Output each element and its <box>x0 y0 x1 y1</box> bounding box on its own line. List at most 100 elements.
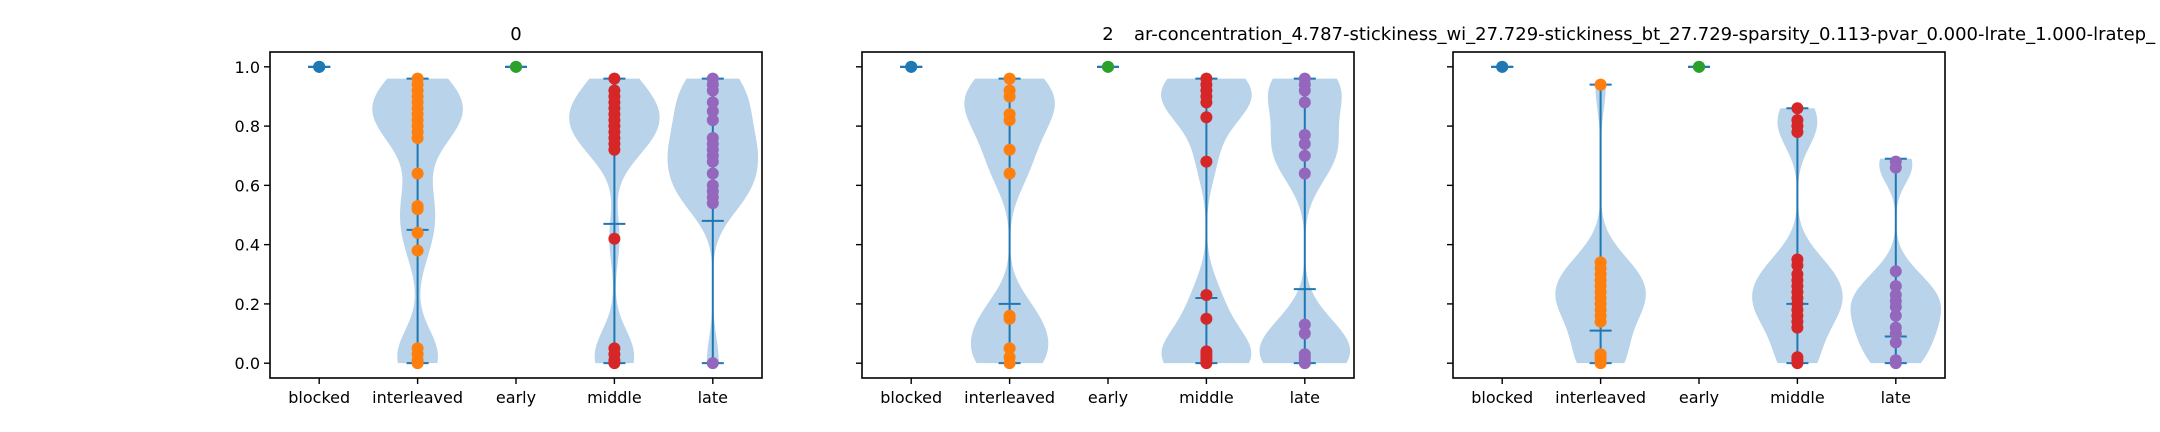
x-tick-label: early <box>496 388 536 407</box>
data-point <box>1298 348 1311 361</box>
data-point <box>1889 289 1902 302</box>
data-point <box>1200 72 1213 85</box>
data-point <box>706 131 719 144</box>
data-point <box>1889 336 1902 349</box>
data-point <box>1200 289 1213 302</box>
data-point <box>1889 280 1902 293</box>
x-tick-label: late <box>1290 388 1320 407</box>
x-tick-label: early <box>1088 388 1128 407</box>
data-point <box>1200 111 1213 124</box>
x-tick-label: middle <box>1179 388 1234 407</box>
x-tick-label: late <box>698 388 728 407</box>
data-point <box>1496 60 1509 73</box>
violin-early <box>1688 60 1710 73</box>
data-point <box>1791 114 1804 127</box>
data-point <box>1889 354 1902 367</box>
data-point <box>1003 309 1016 322</box>
x-tick-label: late <box>1881 388 1911 407</box>
data-point <box>1889 321 1902 334</box>
data-point <box>1298 167 1311 180</box>
data-point <box>1003 351 1016 364</box>
data-point <box>411 226 424 239</box>
data-point <box>1200 312 1213 325</box>
data-point <box>608 72 621 85</box>
data-point <box>1791 253 1804 266</box>
data-point <box>706 96 719 109</box>
x-tick-label: interleaved <box>1555 388 1646 407</box>
data-point <box>1791 268 1804 281</box>
data-point <box>1003 84 1016 97</box>
chart-title: 2 <box>1102 24 1113 45</box>
data-point <box>411 167 424 180</box>
data-point <box>1003 167 1016 180</box>
x-tick-label: middle <box>587 388 642 407</box>
chart-title: ar-concentration_4.787-stickiness_wi_27.… <box>1134 24 2156 45</box>
violin-interleaved <box>964 72 1055 370</box>
violin-middle <box>1161 72 1252 370</box>
data-point <box>1693 60 1705 73</box>
data-point <box>608 232 621 245</box>
violin-interleaved <box>372 72 463 370</box>
data-point <box>1889 265 1902 278</box>
violin-middle <box>1752 102 1843 370</box>
data-point <box>1003 108 1016 121</box>
x-tick-label: interleaved <box>372 388 463 407</box>
violin-late <box>667 72 759 370</box>
violin-interleaved <box>1555 78 1646 370</box>
data-point <box>1102 60 1114 73</box>
data-point <box>411 200 424 213</box>
data-point <box>411 342 424 355</box>
violin-blocked <box>1491 60 1514 73</box>
violin-blocked <box>900 60 923 73</box>
data-point <box>1003 72 1016 85</box>
data-point <box>608 84 621 97</box>
chart-title: 0 <box>510 24 521 45</box>
data-point <box>313 60 326 73</box>
data-point <box>1791 102 1804 115</box>
data-point <box>411 244 424 257</box>
data-point <box>1298 96 1311 109</box>
data-point <box>1298 128 1311 141</box>
panel-2: 2 blocked interleaved early middle late <box>856 24 1355 407</box>
data-point <box>1594 348 1607 361</box>
data-point <box>1298 149 1311 162</box>
data-point <box>1200 155 1213 168</box>
x-tick-label: interleaved <box>964 388 1055 407</box>
data-point <box>1298 318 1311 331</box>
x-tick-label: blocked <box>288 388 350 407</box>
data-point <box>1298 327 1311 340</box>
y-tick-label: 0.0 <box>235 354 260 373</box>
data-point <box>706 179 719 192</box>
x-tick-label: early <box>1679 388 1719 407</box>
data-point <box>1889 309 1902 322</box>
panel-1: 0 0.0 0.2 0.4 0.6 0.8 1.0 blocked interleaved ear… <box>235 24 763 407</box>
x-tick-label: blocked <box>880 388 942 407</box>
data-point <box>1003 143 1016 156</box>
data-point <box>1889 155 1902 168</box>
data-point <box>1298 137 1311 150</box>
data-point <box>1791 351 1804 364</box>
y-tick-label: 0.8 <box>235 117 260 136</box>
x-tick-label: blocked <box>1471 388 1533 407</box>
violin-early <box>505 60 527 73</box>
y-tick-label: 0.6 <box>235 176 260 195</box>
y-tick-label: 0.4 <box>235 236 260 255</box>
data-point <box>706 72 719 85</box>
violin-blocked <box>308 60 331 73</box>
data-point <box>905 60 918 73</box>
panel-3: ar-concentration_4.787-stickiness_wi_27.… <box>1134 24 2156 407</box>
x-tick-label: middle <box>1770 388 1825 407</box>
data-point <box>706 167 719 180</box>
data-point <box>1298 72 1311 85</box>
data-point <box>1594 78 1607 91</box>
data-point <box>1003 342 1016 355</box>
violin-late <box>1850 155 1942 370</box>
data-point <box>1594 256 1607 269</box>
data-point <box>1200 345 1213 358</box>
y-tick-label: 0.2 <box>235 295 260 314</box>
y-tick-label: 1.0 <box>235 58 260 77</box>
violin-late <box>1259 72 1351 370</box>
data-point <box>411 72 424 85</box>
data-point <box>706 114 719 127</box>
